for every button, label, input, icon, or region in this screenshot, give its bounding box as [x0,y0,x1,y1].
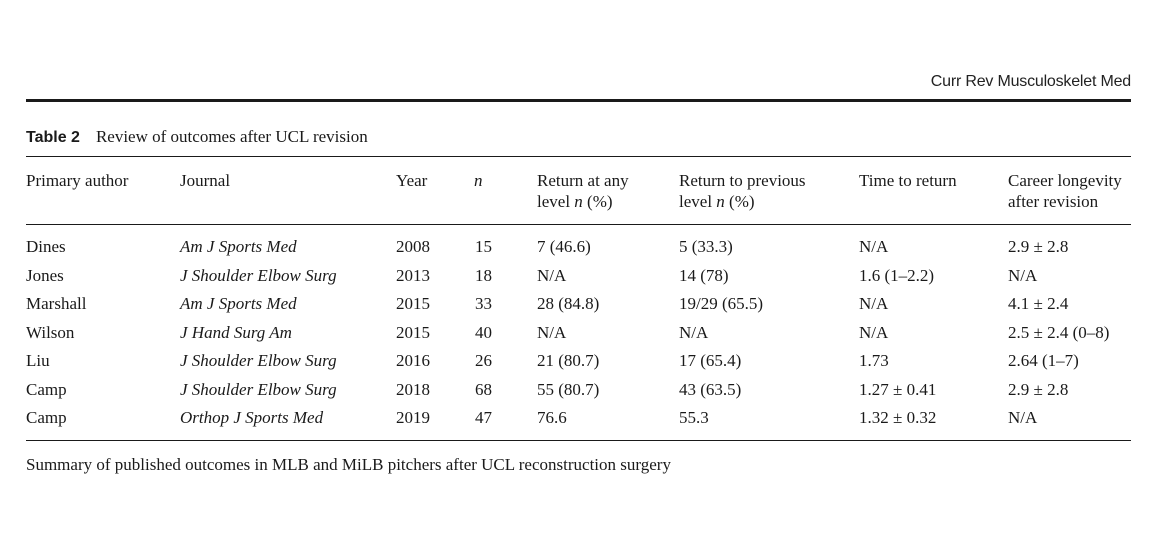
cell-n: 33 [475,294,492,313]
cell-year: 2015 [396,294,430,313]
cell-return-previous: 43 (63.5) [679,379,742,399]
cell-year: 2016 [396,351,430,370]
cell-career-longevity: 4.1 ± 2.4 [1008,294,1069,313]
table-label: Table 2 [26,129,80,146]
cell-return-previous: 55.3 [679,408,709,427]
cell-career-longevity: 2.5 ± 2.4 (0–8) [1008,322,1110,342]
cell-n: 26 [475,351,492,370]
header-rule [26,99,1131,102]
cell-n: 47 [475,408,492,427]
cell-return-previous: 5 (33.3) [679,237,733,256]
header-return-previous-level: Return to previous level n (%) [679,170,806,212]
table-footnote: Summary of published outcomes in MLB and… [26,455,671,474]
cell-n: 15 [475,237,492,256]
cell-journal: J Shoulder Elbow Surg [180,351,337,370]
cell-return-any: N/A [537,322,567,342]
header-longevity-line1: Career longevity [1008,171,1122,190]
header-return-prev-line1: Return to previous [679,171,806,190]
cell-return-any: 28 (84.8) [537,294,600,313]
cell-author: Camp [26,379,67,399]
cell-return-previous: 19/29 (65.5) [679,294,764,313]
cell-author: Camp [26,408,67,427]
cell-return-any: 7 (46.6) [537,237,591,256]
header-n: n [474,171,483,190]
cell-journal: J Shoulder Elbow Surg [180,379,337,399]
cell-return-previous: N/A [679,322,709,342]
cell-journal: J Hand Surg Am [180,322,292,342]
cell-time-to-return: N/A [859,294,889,313]
header-return-any-line1: Return at any [537,171,629,190]
table-title: Review of outcomes after UCL revision [95,127,368,146]
cell-n: 68 [475,379,492,399]
cell-year: 2019 [396,408,430,427]
cell-time-to-return: N/A [859,237,889,256]
cell-year: 2013 [396,265,430,285]
cell-n: 40 [475,322,492,342]
cell-author: Marshall [26,294,87,313]
cell-time-to-return: 1.32 ± 0.32 [859,408,937,427]
cell-time-to-return: N/A [859,322,889,342]
cell-time-to-return: 1.27 ± 0.41 [859,379,937,399]
cell-return-any: 21 (80.7) [537,351,600,370]
header-time-to-return: Time to return [859,171,957,190]
cell-return-previous: 14 (78) [679,265,729,285]
table-caption: Table 2 Review of outcomes after UCL revi… [26,127,368,147]
cell-journal: J Shoulder Elbow Surg [180,265,337,285]
cell-return-any: 76.6 [537,408,567,427]
table-bottom-rule [26,440,1131,441]
cell-return-any: N/A [537,265,567,285]
cell-author: Jones [26,265,64,285]
cell-return-any: 55 (80.7) [537,379,600,399]
table-header-rule [26,224,1131,225]
header-longevity-line2: after revision [1008,192,1099,211]
header-career-longevity: Career longevity after revision [1008,170,1122,212]
cell-n: 18 [475,265,492,285]
cell-year: 2015 [396,322,430,342]
cell-time-to-return: 1.73 [859,351,889,370]
cell-return-previous: 17 (65.4) [679,351,742,370]
header-journal: Journal [180,171,231,190]
cell-career-longevity: N/A [1008,265,1038,285]
cell-career-longevity: 2.9 ± 2.8 [1008,237,1069,256]
cell-time-to-return: 1.6 (1–2.2) [859,265,935,285]
header-return-prev-line2: level n (%) [679,192,755,211]
cell-career-longevity: N/A [1008,408,1038,427]
header-primary-author: Primary author [26,171,129,190]
cell-year: 2008 [396,237,430,256]
table-top-rule [26,156,1131,157]
cell-career-longevity: 2.9 ± 2.8 [1008,379,1069,399]
cell-author: Dines [26,237,66,256]
cell-author: Liu [26,351,50,370]
cell-journal: Am J Sports Med [180,294,297,313]
header-return-any-level: Return at any level n (%) [537,170,629,212]
running-header: Curr Rev Musculoskelet Med [930,73,1131,90]
cell-author: Wilson [26,322,75,342]
header-return-any-line2: level n (%) [537,192,613,211]
cell-journal: Am J Sports Med [180,237,297,256]
cell-year: 2018 [396,379,430,399]
cell-career-longevity: 2.64 (1–7) [1008,351,1079,370]
cell-journal: Orthop J Sports Med [180,408,324,427]
header-year: Year [396,171,428,190]
